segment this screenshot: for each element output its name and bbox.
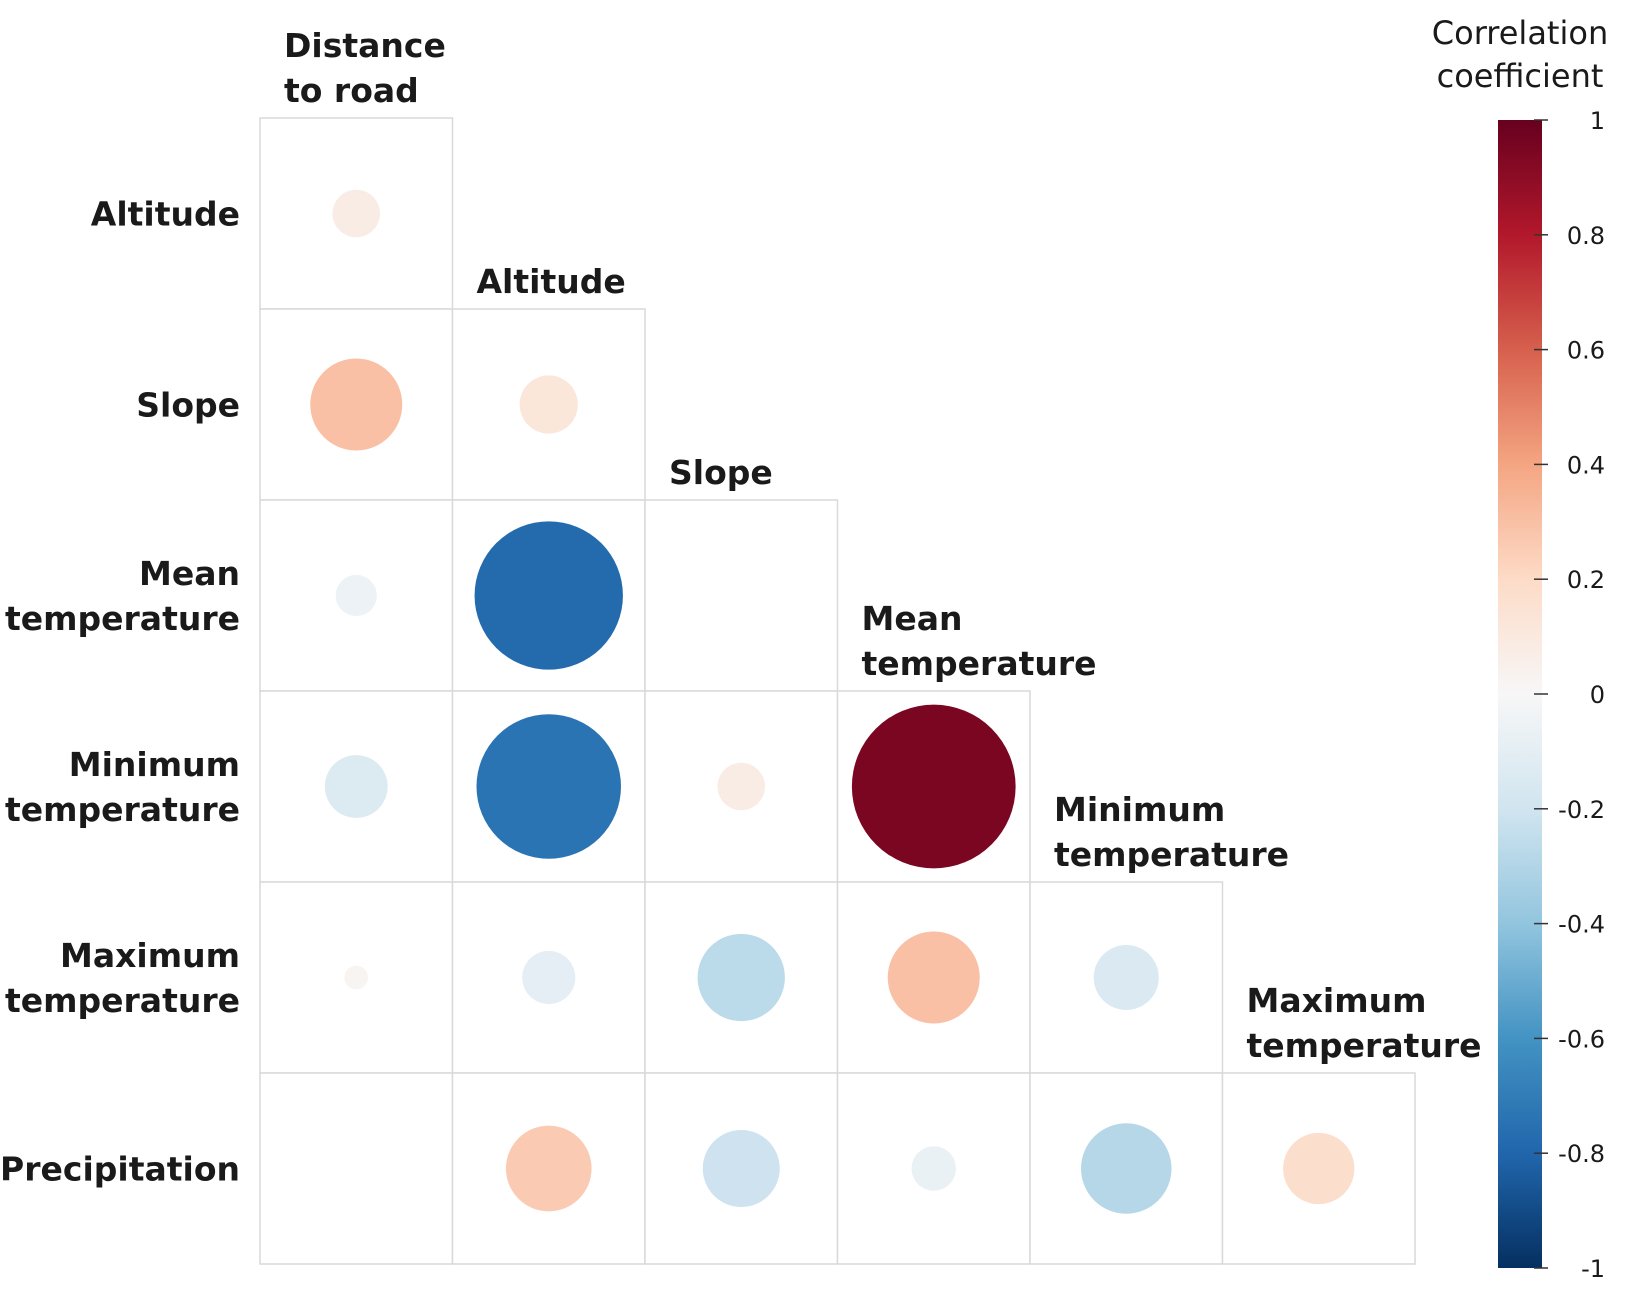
- column-label: Mean: [862, 599, 963, 638]
- grid-layer: [259, 117, 1416, 1265]
- matrix-cell-5-0: [259, 1072, 454, 1265]
- row-label: Altitude: [91, 195, 240, 234]
- row-label: temperature: [5, 790, 240, 829]
- correlation-circle: [851, 704, 1016, 869]
- row-label: Minimum: [69, 745, 240, 784]
- row-labels: Altitude Slope Mean temperature Minimum tempe…: [0, 195, 240, 1189]
- column-label: Slope: [669, 453, 773, 492]
- correlation-circle: [717, 762, 766, 811]
- correlation-circle: [887, 931, 980, 1024]
- column-label: Distance: [284, 26, 446, 65]
- correlation-circle: [522, 950, 576, 1005]
- legend-title: Correlation: [1432, 14, 1608, 52]
- legend-title: coefficient: [1437, 57, 1604, 95]
- column-label: temperature: [1054, 835, 1289, 874]
- correlation-circle: [505, 1125, 592, 1212]
- colorbar-tick-label: -0.2: [1558, 796, 1605, 824]
- column-label: to road: [284, 71, 419, 110]
- correlation-circle: [332, 189, 381, 238]
- correlation-circle: [335, 574, 377, 617]
- colorbar-legend: Correlation coefficient 1 0.8 0.6 0.4 0.2 0 -0.2…: [1432, 14, 1608, 1283]
- correlation-circle: [476, 714, 622, 859]
- correlation-circle: [1081, 1123, 1172, 1214]
- colorbar-tick-label: 1: [1590, 107, 1605, 135]
- correlation-circle: [911, 1146, 956, 1191]
- column-label: Maximum: [1247, 981, 1427, 1020]
- column-label: Minimum: [1054, 790, 1225, 829]
- colorbar-tick-label: 0.8: [1567, 222, 1605, 250]
- column-label: Altitude: [477, 262, 626, 301]
- row-label: temperature: [5, 599, 240, 638]
- colorbar-tick-label: -0.4: [1558, 911, 1605, 939]
- colorbar-tick-label: 0.6: [1567, 337, 1605, 365]
- column-labels: Distance to road Altitude Slope Mean temperat…: [284, 26, 1482, 1065]
- correlation-circle: [324, 755, 388, 818]
- row-label: Precipitation: [0, 1150, 240, 1189]
- colorbar-tick-label: -0.6: [1558, 1025, 1605, 1053]
- correlation-circle: [474, 521, 623, 670]
- row-label: Slope: [136, 386, 240, 425]
- colorbar-tick-label: -0.8: [1558, 1140, 1605, 1168]
- correlation-circle: [702, 1130, 780, 1207]
- colorbar-tick-label: -1: [1581, 1255, 1605, 1283]
- correlation-circle: [697, 933, 785, 1022]
- row-label: Mean: [139, 554, 240, 593]
- colorbar-tick-label: 0.4: [1567, 451, 1605, 479]
- correlation-circle: [1283, 1132, 1355, 1205]
- colorbar-tick-label: 0.2: [1567, 566, 1605, 594]
- colorbar-tick-label: 0: [1590, 681, 1605, 709]
- correlation-circle: [519, 375, 578, 434]
- circle-layer: [310, 189, 1355, 1214]
- row-label: Maximum: [60, 936, 240, 975]
- correlation-circle: [1093, 944, 1159, 1011]
- matrix-cell-2-2: [644, 499, 839, 692]
- correlation-circle: [344, 965, 369, 990]
- column-label: temperature: [1247, 1026, 1482, 1065]
- column-label: temperature: [862, 644, 1097, 683]
- correlation-circle: [310, 358, 403, 451]
- matrix-cell-4-4: [1029, 881, 1224, 1074]
- row-label: temperature: [5, 981, 240, 1020]
